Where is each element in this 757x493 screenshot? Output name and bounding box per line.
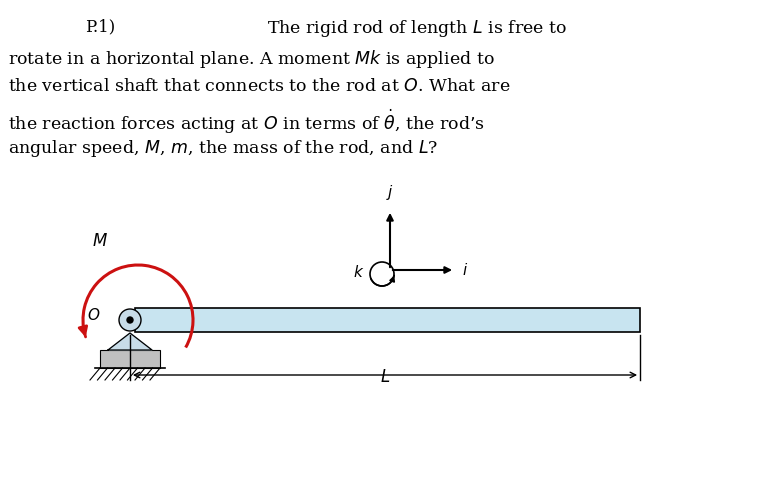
Bar <box>135 308 640 332</box>
Text: The rigid rod of length $L$ is free to: The rigid rod of length $L$ is free to <box>267 18 567 39</box>
Text: $k$: $k$ <box>353 264 364 280</box>
Circle shape <box>119 309 141 331</box>
Text: $L$: $L$ <box>380 369 390 386</box>
Text: P.1): P.1) <box>85 18 115 35</box>
Text: $M$: $M$ <box>92 233 108 250</box>
Text: $j$: $j$ <box>386 183 394 202</box>
Bar <box>100 350 160 368</box>
Circle shape <box>127 317 133 323</box>
Text: the reaction forces acting at $O$ in terms of $\dot{\theta}$, the rod’s: the reaction forces acting at $O$ in ter… <box>8 108 485 136</box>
Text: angular speed, $M$, $m$, the mass of the rod, and $L$?: angular speed, $M$, $m$, the mass of the… <box>8 138 438 159</box>
Text: $O$: $O$ <box>86 307 100 323</box>
Text: $i$: $i$ <box>462 262 468 278</box>
Text: rotate in a horizontal plane. A moment $\mathit{Mk}$ is applied to: rotate in a horizontal plane. A moment $… <box>8 48 494 70</box>
Polygon shape <box>108 333 152 350</box>
Text: the vertical shaft that connects to the rod at $O$. What are: the vertical shaft that connects to the … <box>8 78 510 95</box>
